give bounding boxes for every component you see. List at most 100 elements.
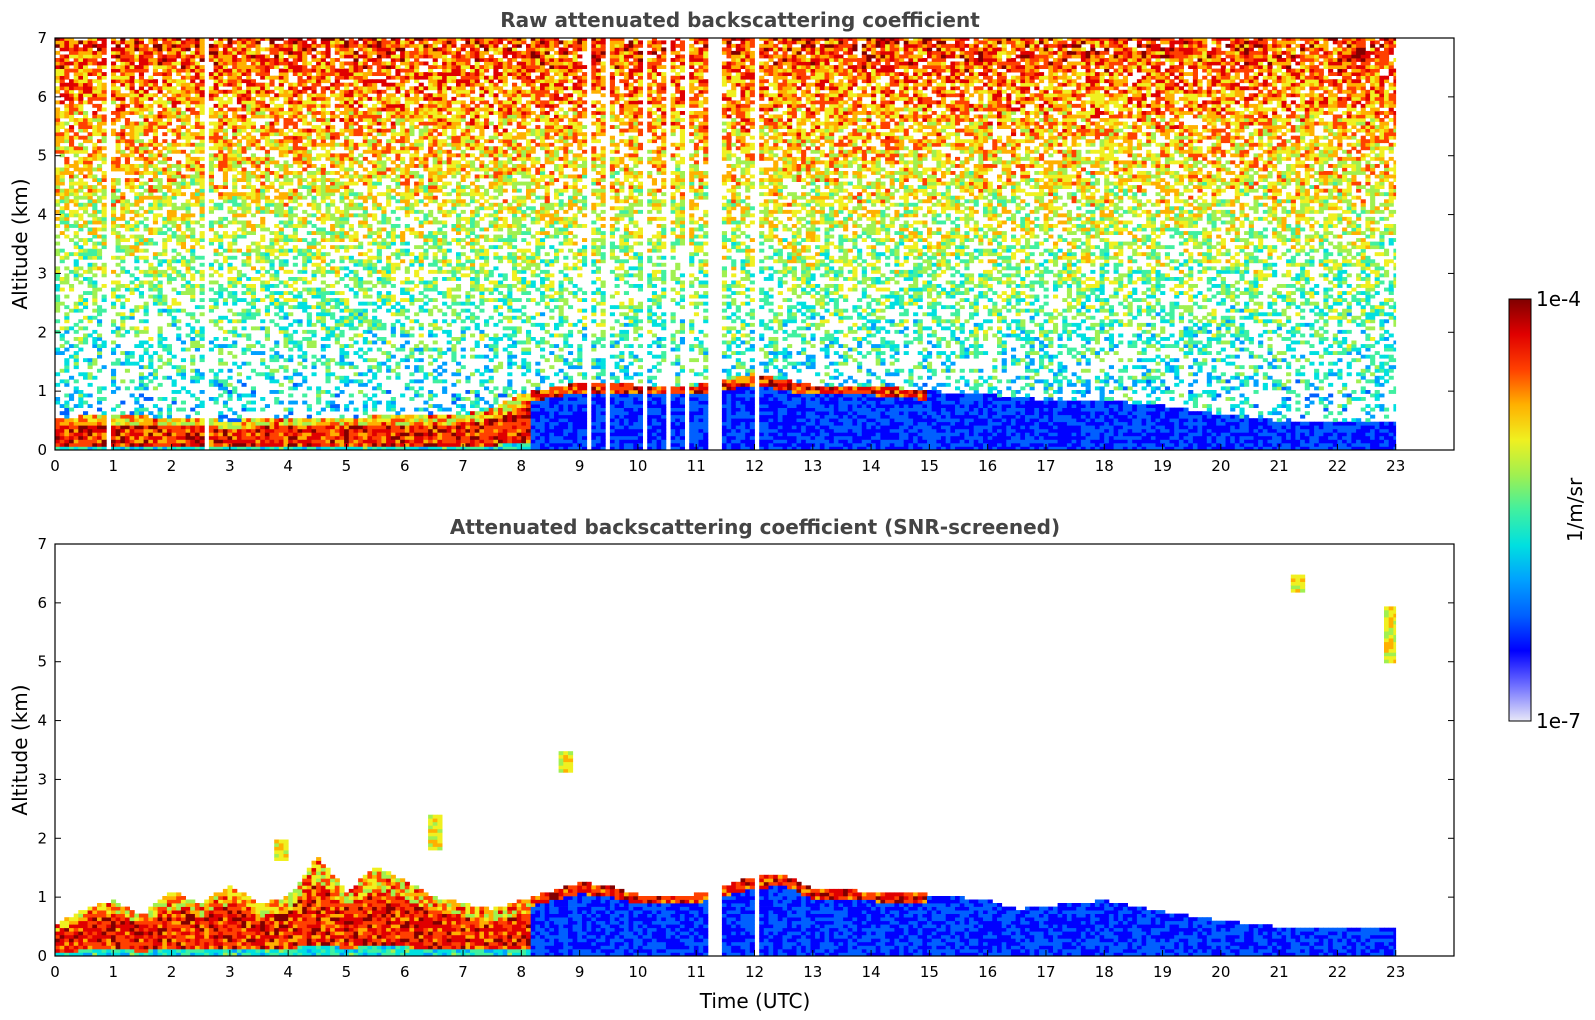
heatmap-cell xyxy=(237,334,242,338)
heatmap-cell xyxy=(153,221,158,225)
heatmap-cell xyxy=(186,312,191,316)
heatmap-cell xyxy=(251,418,256,422)
heatmap-cell xyxy=(340,143,345,147)
heatmap-cell xyxy=(335,93,340,97)
heatmap-cell xyxy=(307,245,312,249)
heatmap-cell xyxy=(200,429,205,433)
heatmap-cell xyxy=(88,238,93,242)
heatmap-cell xyxy=(120,72,125,76)
heatmap-cell xyxy=(242,44,247,48)
heatmap-cell xyxy=(307,425,312,429)
heatmap-cell xyxy=(367,415,372,419)
heatmap-cell xyxy=(358,425,363,429)
heatmap-cell xyxy=(354,284,359,288)
heatmap-cell xyxy=(88,334,93,338)
heatmap-cell xyxy=(367,256,372,260)
heatmap-cell xyxy=(321,189,326,193)
heatmap-cell xyxy=(167,111,172,115)
heatmap-cell xyxy=(312,295,317,299)
heatmap-cell xyxy=(237,394,242,398)
heatmap-cell xyxy=(363,72,368,76)
heatmap-cell xyxy=(158,100,163,104)
heatmap-cell xyxy=(153,298,158,302)
heatmap-cell xyxy=(55,252,60,256)
heatmap-cell xyxy=(386,139,391,143)
heatmap-cell xyxy=(64,40,69,44)
heatmap-cell xyxy=(312,277,317,281)
heatmap-cell xyxy=(200,443,205,447)
heatmap-cell xyxy=(302,168,307,172)
heatmap-cell xyxy=(279,168,284,172)
heatmap-cell xyxy=(74,330,79,334)
heatmap-cell xyxy=(74,277,79,281)
heatmap-cell xyxy=(130,129,135,133)
heatmap-cell xyxy=(279,182,284,186)
heatmap-cell xyxy=(260,235,265,239)
heatmap-cell xyxy=(130,362,135,366)
heatmap-cell xyxy=(265,115,270,119)
heatmap-cell xyxy=(116,362,121,366)
heatmap-cell xyxy=(88,281,93,285)
heatmap-cell xyxy=(69,436,74,440)
heatmap-cell xyxy=(284,298,289,302)
heatmap-cell xyxy=(363,411,368,415)
heatmap-cell xyxy=(288,139,293,143)
heatmap-cell xyxy=(83,100,88,104)
heatmap-cell xyxy=(358,224,363,228)
heatmap-cell xyxy=(354,259,359,263)
heatmap-cell xyxy=(326,65,331,69)
heatmap-cell xyxy=(265,69,270,73)
heatmap-cell xyxy=(195,168,200,172)
heatmap-cell xyxy=(153,153,158,157)
heatmap-cell xyxy=(176,235,181,239)
heatmap-cell xyxy=(153,86,158,90)
heatmap-cell xyxy=(116,439,121,443)
heatmap-cell xyxy=(246,231,251,235)
heatmap-cell xyxy=(209,439,214,443)
heatmap-cell xyxy=(377,175,382,179)
heatmap-cell xyxy=(246,291,251,295)
heatmap-cell xyxy=(293,425,298,429)
heatmap-cell xyxy=(232,425,237,429)
heatmap-cell xyxy=(139,47,144,51)
heatmap-cell xyxy=(381,266,386,270)
heatmap-cell xyxy=(144,115,149,119)
heatmap-cell xyxy=(223,139,228,143)
heatmap-cell xyxy=(97,266,102,270)
heatmap-cell xyxy=(92,231,97,235)
heatmap-cell xyxy=(237,365,242,369)
heatmap-cell xyxy=(134,196,139,200)
heatmap-cell xyxy=(158,358,163,362)
heatmap-cell xyxy=(228,62,233,66)
heatmap-cell xyxy=(288,348,293,352)
heatmap-cell xyxy=(265,252,270,256)
heatmap-cell xyxy=(69,443,74,447)
heatmap-cell xyxy=(125,153,130,157)
heatmap-cell xyxy=(256,312,261,316)
heatmap-cell xyxy=(214,418,219,422)
heatmap-cell xyxy=(167,348,172,352)
heatmap-cell xyxy=(195,65,200,69)
heatmap-cell xyxy=(377,143,382,147)
heatmap-cell xyxy=(246,44,251,48)
heatmap-cell xyxy=(78,93,83,97)
heatmap-cell xyxy=(358,55,363,59)
heatmap-cell xyxy=(78,111,83,115)
heatmap-cell xyxy=(214,439,219,443)
heatmap-cell xyxy=(307,157,312,161)
heatmap-cell xyxy=(377,337,382,341)
heatmap-cell xyxy=(284,79,289,83)
heatmap-cell xyxy=(111,383,116,387)
heatmap-cell xyxy=(330,86,335,90)
heatmap-cell xyxy=(335,97,340,101)
heatmap-cell xyxy=(344,72,349,76)
heatmap-cell xyxy=(83,79,88,83)
heatmap-cell xyxy=(74,362,79,366)
heatmap-cell xyxy=(312,139,317,143)
heatmap-cell xyxy=(153,422,158,426)
heatmap-cell xyxy=(176,100,181,104)
heatmap-cell xyxy=(78,146,83,150)
heatmap-cell xyxy=(78,326,83,330)
heatmap-cell xyxy=(69,344,74,348)
heatmap-cell xyxy=(74,62,79,66)
